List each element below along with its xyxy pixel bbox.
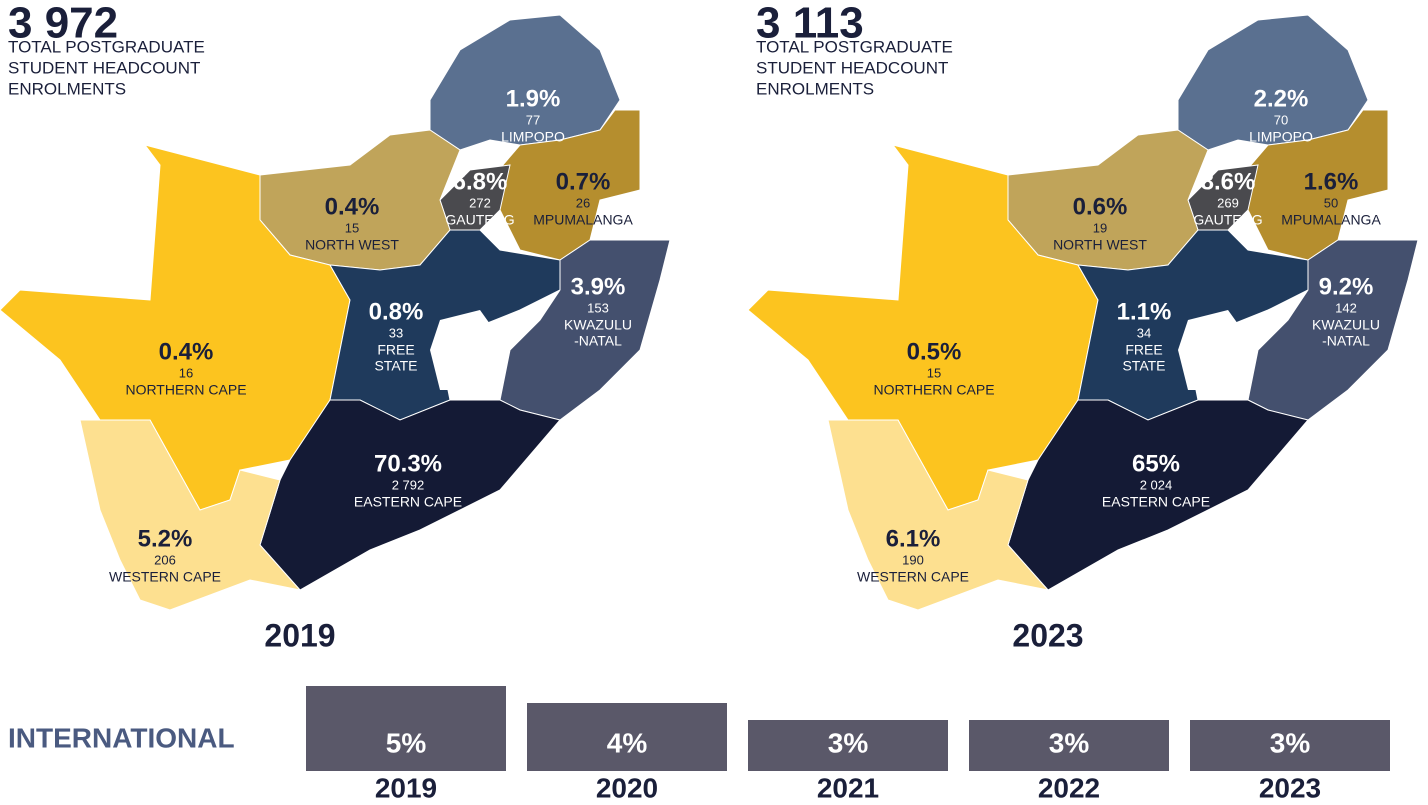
region-percent: 0.4%	[325, 193, 380, 220]
bar-value-label: 3%	[828, 727, 869, 758]
region-percent: 0.5%	[907, 338, 962, 365]
bar	[1190, 720, 1390, 771]
eswatini	[598, 200, 640, 240]
region-count: 15	[345, 220, 359, 235]
region-count: 2 792	[392, 477, 425, 492]
region-percent: 0.8%	[369, 298, 424, 325]
bar-value-label: 4%	[607, 727, 648, 758]
region-count: 70	[1274, 112, 1288, 127]
region-percent: 5.2%	[138, 525, 193, 552]
region-name: NORTHERN CAPE	[873, 382, 994, 398]
region-percent: 0.4%	[159, 338, 214, 365]
region-count: 15	[927, 365, 941, 380]
region-count: 50	[1324, 195, 1338, 210]
lesotho	[1178, 310, 1253, 390]
total-label: TOTAL POSTGRADUATE	[8, 37, 205, 56]
region-name: GAUTENG	[1193, 212, 1262, 228]
region-name: GAUTENG	[445, 212, 514, 228]
region-percent: 65%	[1132, 450, 1180, 477]
region-name: WESTERN CAPE	[857, 569, 969, 585]
region-count: 26	[576, 195, 590, 210]
region-name: LIMPOPO	[1249, 129, 1313, 145]
region-name: -NATAL	[1322, 333, 1370, 349]
total-label: TOTAL POSTGRADUATE	[756, 37, 953, 56]
region-count: 153	[587, 300, 609, 315]
region-count: 142	[1335, 300, 1357, 315]
province	[499, 239, 671, 421]
bar-year-label: 2020	[596, 772, 658, 803]
bar-year-label: 2019	[375, 772, 437, 803]
region-percent: 2.2%	[1254, 85, 1309, 112]
region-name: FREE	[377, 342, 414, 358]
region-percent: 1.9%	[506, 85, 561, 112]
region-name: LIMPOPO	[501, 129, 565, 145]
region-percent: 1.1%	[1117, 298, 1172, 325]
chart-title: INTERNATIONAL	[8, 722, 235, 753]
region-name: NORTH WEST	[1053, 237, 1147, 253]
region-percent: 3.9%	[571, 273, 626, 300]
region-percent: 0.7%	[556, 168, 611, 195]
region-count: 2 024	[1140, 477, 1173, 492]
region-count: 33	[389, 325, 403, 340]
bar-year-label: 2022	[1038, 772, 1100, 803]
region-percent: 9.2%	[1319, 273, 1374, 300]
region-percent: 0.6%	[1073, 193, 1128, 220]
bar	[306, 686, 506, 771]
region-count: 206	[154, 552, 176, 567]
region-count: 190	[902, 552, 924, 567]
total-label: ENROLMENTS	[756, 79, 874, 98]
total-label: ENROLMENTS	[8, 79, 126, 98]
region-count: 269	[1217, 195, 1239, 210]
bar-value-label: 5%	[386, 727, 427, 758]
province	[1247, 239, 1419, 421]
region-percent: 70.3%	[374, 450, 442, 477]
map-year: 2023	[1012, 617, 1083, 653]
region-count: 19	[1093, 220, 1107, 235]
province	[79, 419, 302, 611]
region-percent: 6.1%	[886, 525, 941, 552]
bar	[969, 720, 1169, 771]
region-name: MPUMALANGA	[1281, 212, 1381, 228]
region-name: STATE	[1122, 358, 1165, 374]
bar-value-label: 3%	[1270, 727, 1311, 758]
lesotho	[430, 310, 505, 390]
total-label: STUDENT HEADCOUNT	[8, 58, 200, 77]
bar-year-label: 2021	[817, 772, 879, 803]
region-name: EASTERN CAPE	[1102, 494, 1210, 510]
total-label: STUDENT HEADCOUNT	[756, 58, 948, 77]
region-percent: 6.8%	[453, 168, 508, 195]
total-headcount: 3 972	[8, 0, 118, 48]
bar-value-label: 3%	[1049, 727, 1090, 758]
region-name: MPUMALANGA	[533, 212, 633, 228]
region-count: 34	[1137, 325, 1151, 340]
province	[827, 419, 1050, 611]
eswatini	[1346, 200, 1388, 240]
region-name: STATE	[374, 358, 417, 374]
region-count: 16	[179, 365, 193, 380]
bar-year-label: 2023	[1259, 772, 1321, 803]
region-percent: 1.6%	[1304, 168, 1359, 195]
region-name: NORTHERN CAPE	[125, 382, 246, 398]
region-name: KWAZULU	[1312, 317, 1380, 333]
bar	[748, 720, 948, 771]
bar	[527, 703, 727, 771]
total-headcount: 3 113	[756, 0, 864, 48]
map-year: 2019	[264, 617, 335, 653]
region-name: KWAZULU	[564, 317, 632, 333]
region-count: 77	[526, 112, 540, 127]
region-count: 272	[469, 195, 491, 210]
region-name: EASTERN CAPE	[354, 494, 462, 510]
region-name: FREE	[1125, 342, 1162, 358]
region-percent: 8.6%	[1201, 168, 1256, 195]
region-name: NORTH WEST	[305, 237, 399, 253]
region-name: WESTERN CAPE	[109, 569, 221, 585]
region-name: -NATAL	[574, 333, 622, 349]
